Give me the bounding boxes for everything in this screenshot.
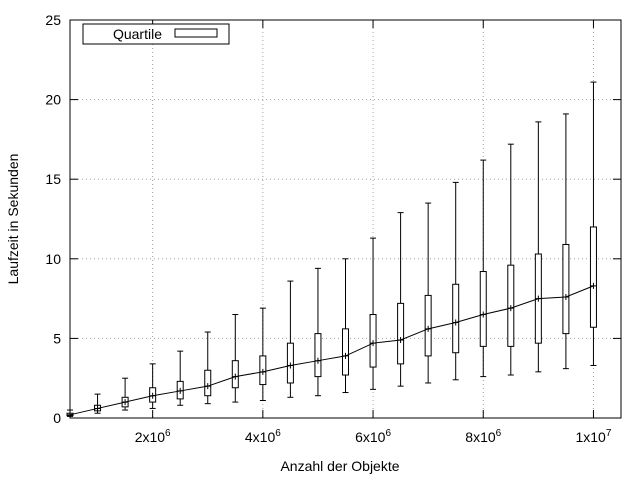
quartile-box (589, 226, 597, 328)
x-tick-label: 4x106 (245, 428, 281, 445)
legend-label: Quartile (113, 26, 162, 42)
median-point (287, 362, 294, 369)
median-point (397, 336, 404, 343)
median-point (259, 368, 266, 375)
y-axis-label: Laufzeit in Sekunden (5, 154, 21, 285)
legend-box-swatch (174, 28, 218, 38)
y-tick-label: 25 (45, 12, 61, 28)
x-tick-label: 6x106 (355, 428, 391, 445)
x-axis-label: Anzahl der Objekte (280, 458, 399, 474)
median-point (342, 352, 349, 359)
quartile-box (342, 328, 349, 376)
y-tick-label: 20 (45, 92, 61, 108)
quartile-box (562, 243, 570, 335)
median-point (590, 282, 597, 289)
legend: Quartile (82, 23, 230, 45)
y-tick-label: 10 (45, 251, 61, 267)
median-point (122, 399, 129, 406)
median-point (535, 295, 542, 302)
median-point (177, 387, 184, 394)
median-point (425, 325, 432, 332)
median-point (480, 311, 487, 318)
median-point (232, 373, 239, 380)
x-tick-label: 2x106 (135, 428, 171, 445)
y-axis-ticks: 0 5 10 15 20 25 (45, 12, 621, 426)
quartile-box (479, 271, 487, 347)
x-tick-label: 8x106 (465, 428, 501, 445)
median-point (204, 383, 211, 390)
median-point (149, 392, 156, 399)
median-point (94, 405, 101, 412)
y-tick-label: 15 (45, 171, 61, 187)
quartile-box (397, 302, 405, 365)
median-point (562, 294, 569, 301)
median-point (370, 340, 377, 347)
box-plots (66, 81, 597, 417)
median-line-group (67, 282, 597, 418)
y-tick-label: 5 (53, 330, 61, 346)
x-axis-ticks: 2x106 4x106 6x106 8x106 1x107 (135, 20, 612, 445)
quartile-box (424, 294, 432, 357)
median-point (507, 305, 514, 312)
median-line (69, 285, 594, 416)
y-tick-label: 0 (53, 410, 61, 426)
quartile-box (314, 333, 322, 378)
quartile-box (204, 369, 212, 397)
median-point (452, 319, 459, 326)
x-tick-label: 1x107 (575, 428, 611, 445)
quartile-box (452, 283, 460, 354)
plot-frame (69, 19, 622, 419)
median-point (314, 357, 321, 364)
